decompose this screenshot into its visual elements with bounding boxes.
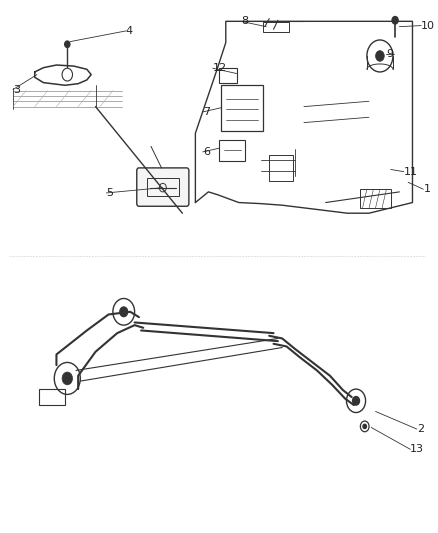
Circle shape [353,397,360,405]
Text: 4: 4 [126,26,133,36]
Text: 1: 1 [424,184,430,194]
Text: 9: 9 [386,50,394,59]
Circle shape [392,17,398,24]
Text: 3: 3 [13,85,20,94]
Text: 7: 7 [203,107,210,117]
Bar [360,189,391,208]
Circle shape [65,41,70,47]
FancyBboxPatch shape [137,168,189,206]
Circle shape [120,307,127,317]
Circle shape [375,51,384,61]
Text: 10: 10 [421,21,435,30]
Bar [263,22,289,32]
Bar [269,155,293,181]
Bar [219,140,245,161]
Text: 12: 12 [213,63,227,73]
Bar [219,68,237,83]
Circle shape [363,424,367,429]
Text: 11: 11 [404,167,418,176]
Text: 2: 2 [417,424,424,434]
Text: 6: 6 [203,147,210,157]
Text: 13: 13 [410,445,424,454]
Bar [222,85,263,131]
Text: 5: 5 [106,188,113,198]
Bar [147,178,179,196]
Text: 8: 8 [241,17,248,26]
Circle shape [62,372,73,385]
Bar [39,389,65,405]
